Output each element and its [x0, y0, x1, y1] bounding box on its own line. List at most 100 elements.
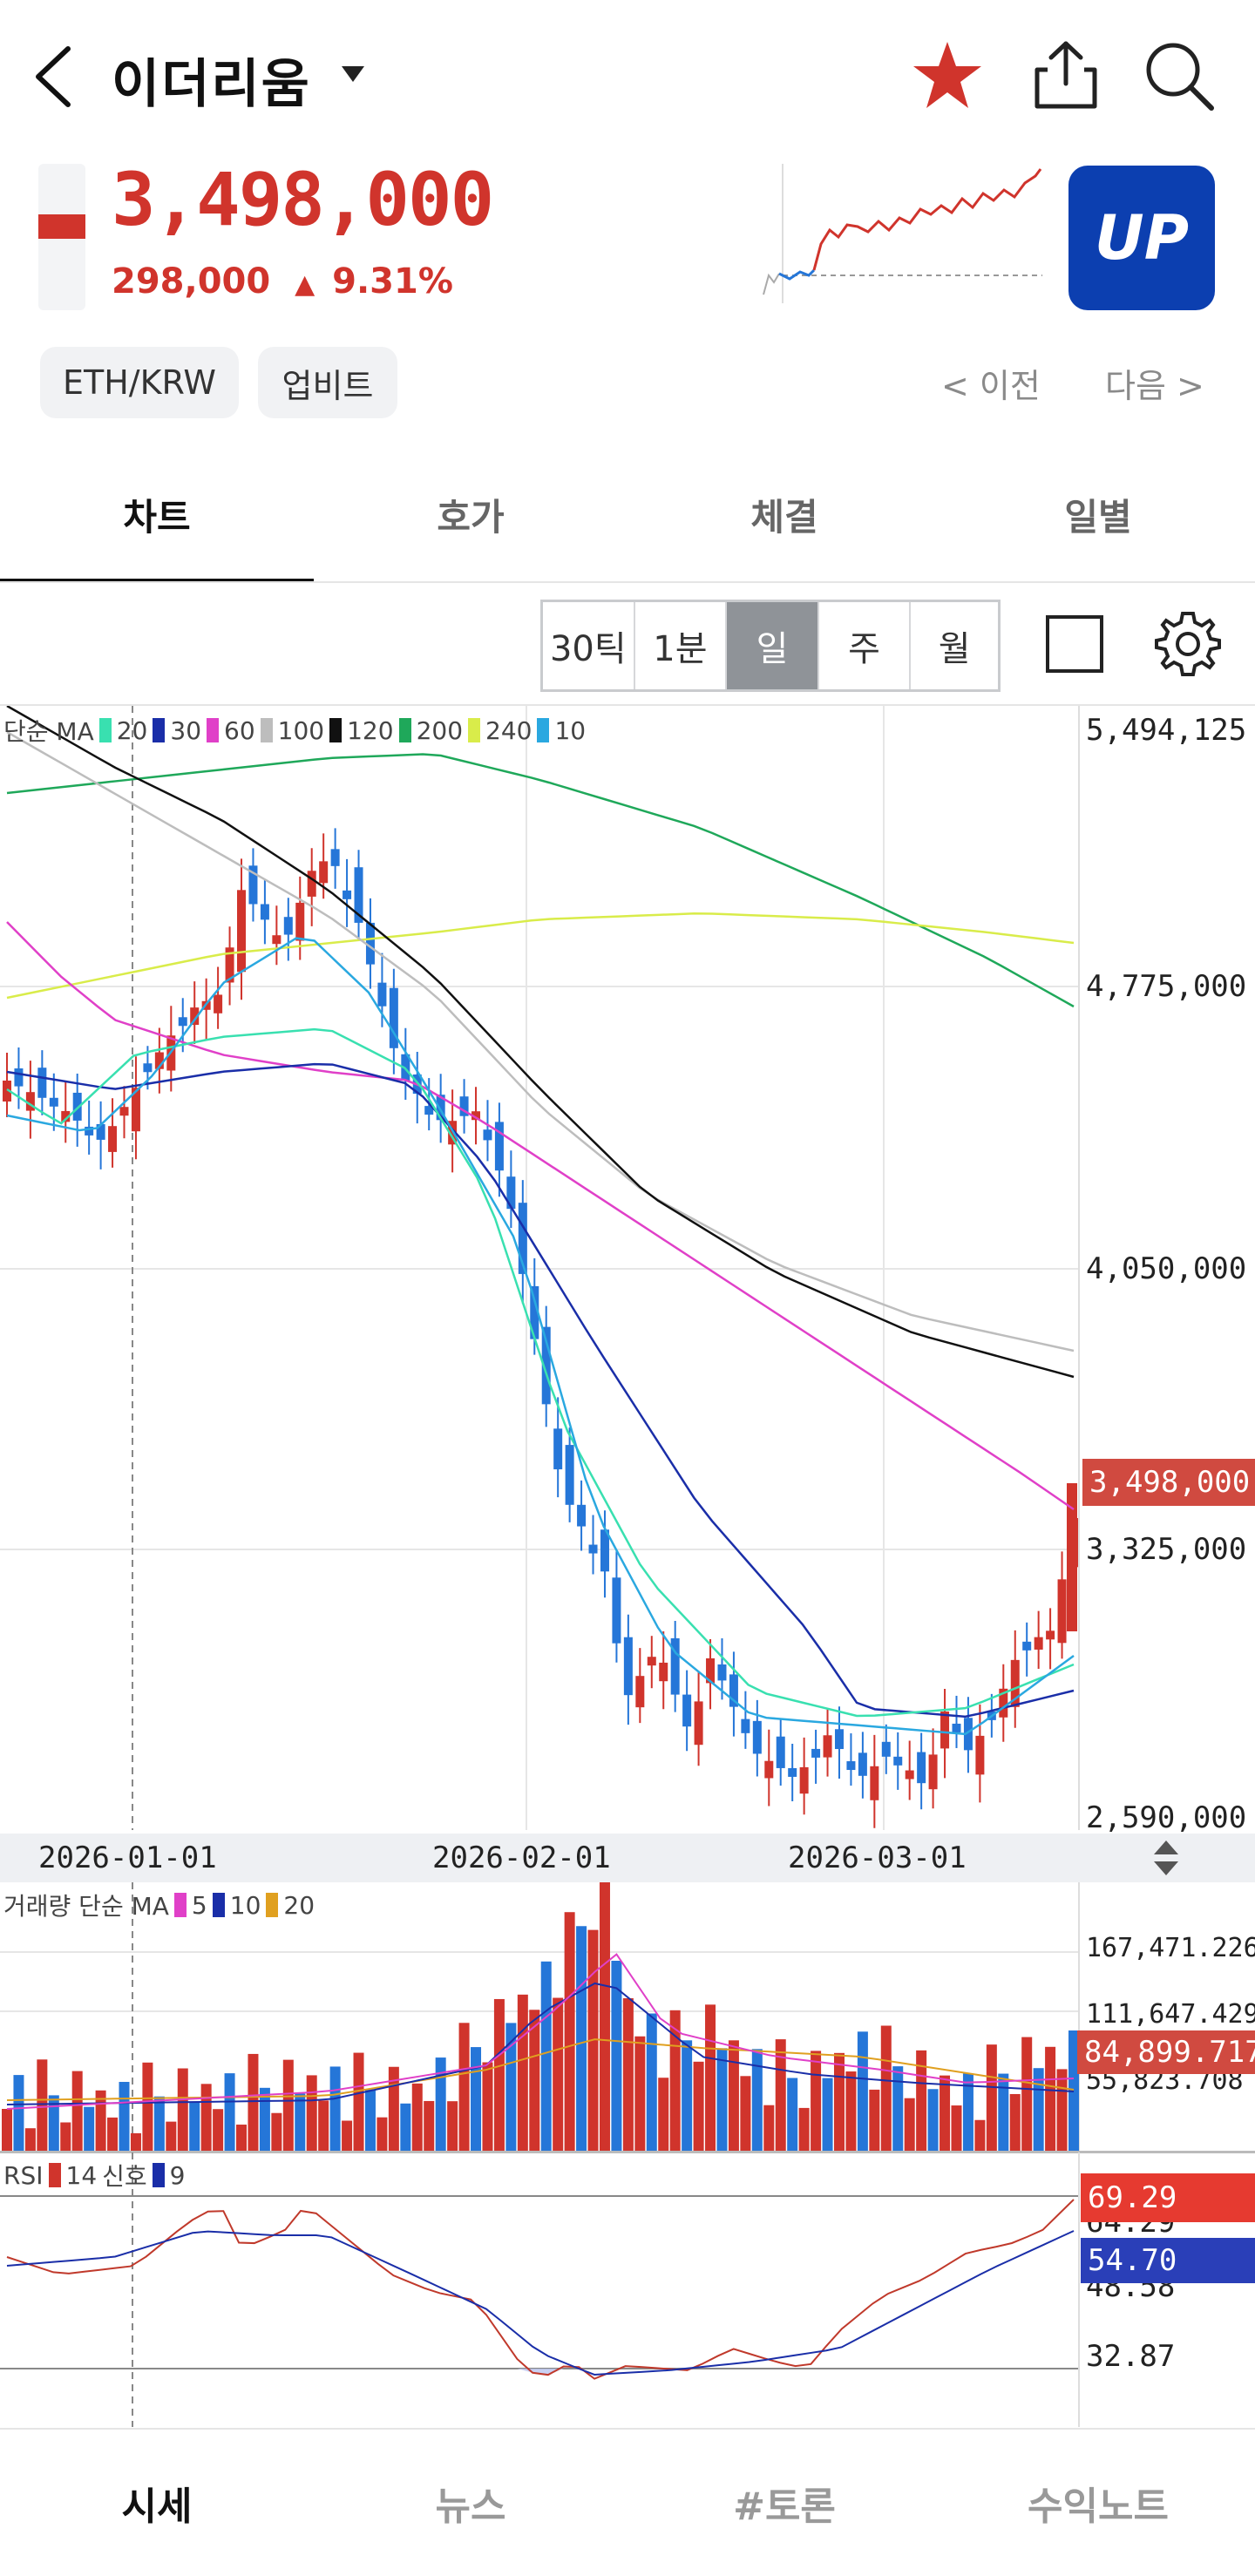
settings-button[interactable]	[1154, 610, 1222, 678]
volume-bar	[493, 1998, 505, 2151]
share-button[interactable]	[1028, 38, 1103, 113]
fullscreen-button[interactable]	[1044, 613, 1105, 675]
candle-body	[506, 1176, 516, 1210]
candle-body	[49, 1097, 58, 1107]
volume-bar	[857, 2031, 868, 2151]
volume-bar	[95, 2090, 106, 2151]
change-amount: 298,000	[112, 261, 271, 302]
coin-title[interactable]: 이더리움	[112, 54, 311, 115]
rsi-value-tag: 69.29	[1081, 2173, 1255, 2222]
volume-ma-swatch-5	[173, 1893, 187, 1917]
volume-y-tick-1: 167,471.226	[1086, 1933, 1255, 1963]
candle-body	[541, 1326, 551, 1405]
nav-profit-note[interactable]: 수익노트	[1028, 2484, 1169, 2529]
signal-period: 9	[169, 2160, 186, 2190]
volume-bar	[904, 2098, 915, 2151]
volume-bar	[24, 2128, 36, 2151]
candle-body	[612, 1577, 621, 1644]
x-tick-2026-03: 2026-03-01	[788, 1840, 967, 1875]
candle-body	[940, 1711, 950, 1749]
interval-30tick[interactable]: 30틱	[543, 602, 635, 689]
tab-trades[interactable]: 체결	[750, 496, 818, 539]
tab-divider	[0, 581, 1255, 583]
tab-chart[interactable]: 차트	[123, 496, 191, 539]
tab-orderbook[interactable]: 호가	[437, 496, 505, 539]
chart-resize-handle[interactable]	[1149, 1837, 1184, 1879]
exchange-pill[interactable]: 업비트	[258, 347, 397, 418]
volume-bar	[107, 2117, 119, 2151]
candle-body	[72, 1092, 82, 1121]
price-ma-line-3	[6, 730, 1075, 1352]
candle-body	[952, 1723, 961, 1732]
candle-body	[565, 1445, 574, 1505]
volume-bar	[1056, 2069, 1068, 2151]
volume-bar	[1009, 2093, 1021, 2151]
rsi-tick-3: 32.87	[1086, 2339, 1176, 2374]
price-ma-swatch-20	[98, 718, 112, 742]
volume-bar	[435, 2057, 446, 2151]
volume-bar	[611, 1961, 622, 2151]
volume-bar	[424, 2100, 435, 2151]
pair-pill[interactable]: ETH/KRW	[40, 347, 239, 418]
search-button[interactable]	[1142, 38, 1217, 113]
volume-bar	[142, 2062, 153, 2151]
candle-body	[600, 1529, 609, 1572]
candle-body	[389, 987, 398, 1048]
candle-body	[424, 1106, 434, 1115]
price-ma-label-120: 120	[347, 715, 394, 745]
x-tick-2026-01: 2026-01-01	[38, 1840, 217, 1875]
current-volume-tag: 84,899.717	[1077, 2030, 1255, 2074]
volume-ma-label-10: 10	[229, 1890, 261, 1920]
candle-body	[577, 1504, 587, 1527]
volume-bar	[927, 2089, 939, 2151]
volume-bar	[295, 2093, 306, 2151]
candle-body	[330, 849, 340, 866]
exchange-logo[interactable]: UP	[1068, 166, 1215, 310]
interval-week[interactable]: 주	[819, 602, 912, 689]
candle-body	[905, 1770, 914, 1779]
interval-day[interactable]: 일	[727, 602, 819, 689]
price-chart[interactable]	[0, 706, 1255, 1830]
candle-body	[518, 1203, 527, 1274]
volume-bar	[845, 2071, 857, 2151]
price-ma-line-7	[6, 1027, 1075, 1718]
volume-y-tick-2: 111,647.429	[1086, 1999, 1255, 2030]
candle-body	[343, 890, 352, 899]
candle-body	[647, 1657, 656, 1666]
interval-month[interactable]: 월	[938, 629, 971, 669]
favorite-button[interactable]	[910, 38, 985, 113]
volume-bar	[271, 2112, 282, 2151]
back-button[interactable]	[26, 42, 78, 112]
rsi-chart[interactable]	[0, 2152, 1255, 2427]
candle-body	[483, 1129, 492, 1141]
volume-ma-line-2	[6, 1982, 1075, 2105]
price-ma-line-4	[6, 706, 1075, 1379]
tab-daily[interactable]: 일별	[1064, 496, 1132, 539]
volume-bar	[962, 2073, 973, 2151]
rsi-line	[6, 2199, 1075, 2380]
nav-quotes[interactable]: 시세	[121, 2484, 193, 2529]
candle-body	[283, 917, 293, 935]
mini-sparkline[interactable]	[760, 164, 1044, 310]
candle-body	[659, 1662, 668, 1682]
search-icon	[1146, 43, 1214, 111]
nav-news[interactable]: 뉴스	[435, 2484, 506, 2529]
candle-body	[799, 1766, 809, 1794]
volume-bar	[166, 2121, 177, 2151]
next-button[interactable]: 다음 >	[1105, 367, 1204, 405]
volume-bar	[153, 2096, 165, 2151]
candle-body	[694, 1701, 703, 1746]
prev-button[interactable]: < 이전	[941, 367, 1041, 405]
volume-bar	[787, 2078, 798, 2151]
interval-1min[interactable]: 1분	[635, 602, 728, 689]
candle-body	[248, 865, 258, 905]
candle-body	[85, 1126, 94, 1135]
coin-dropdown-button[interactable]	[338, 61, 368, 87]
nav-discussion[interactable]: #토론	[733, 2484, 836, 2529]
volume-bar	[880, 2025, 892, 2151]
candle-body	[788, 1767, 797, 1777]
volume-ma-label-5: 5	[191, 1890, 207, 1920]
volume-chart[interactable]	[0, 1882, 1255, 2152]
candle-body	[881, 1741, 891, 1757]
volume-bar	[998, 2073, 1009, 2151]
